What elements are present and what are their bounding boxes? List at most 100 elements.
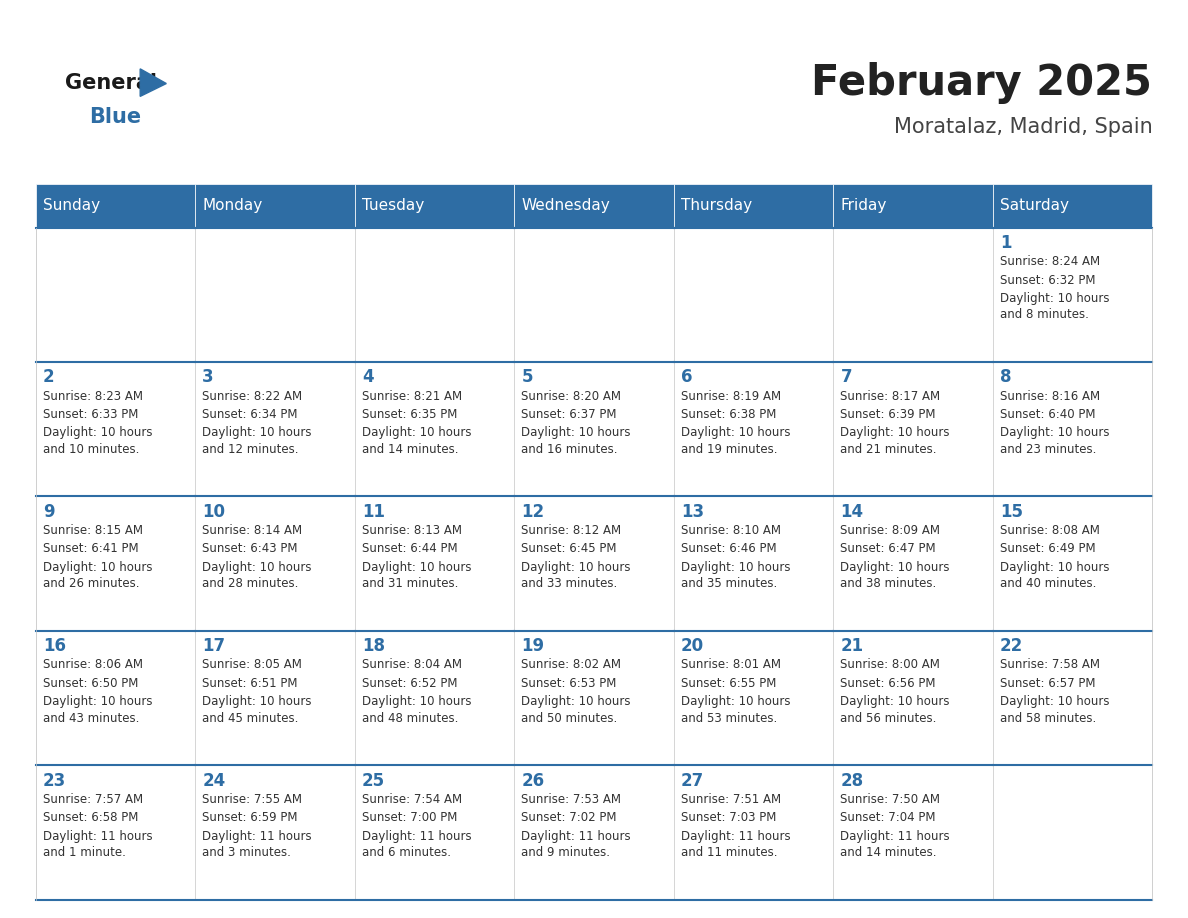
Text: Sunset: 6:45 PM: Sunset: 6:45 PM: [522, 543, 617, 555]
Text: and 14 minutes.: and 14 minutes.: [840, 846, 937, 859]
Text: Sunrise: 8:16 AM: Sunrise: 8:16 AM: [1000, 389, 1100, 403]
Text: Saturday: Saturday: [1000, 198, 1069, 213]
Text: 19: 19: [522, 637, 544, 655]
Bar: [833, 497, 993, 631]
Text: 12: 12: [522, 503, 544, 521]
Bar: [355, 766, 514, 900]
Text: February 2025: February 2025: [811, 62, 1152, 104]
Text: and 58 minutes.: and 58 minutes.: [1000, 711, 1097, 724]
Text: 21: 21: [840, 637, 864, 655]
Text: Sunrise: 8:14 AM: Sunrise: 8:14 AM: [202, 524, 303, 537]
Bar: [355, 228, 514, 362]
Text: Daylight: 10 hours: Daylight: 10 hours: [840, 561, 950, 574]
Text: Sunset: 6:39 PM: Sunset: 6:39 PM: [840, 408, 936, 421]
Text: Sunrise: 7:51 AM: Sunrise: 7:51 AM: [681, 793, 781, 806]
Text: Daylight: 11 hours: Daylight: 11 hours: [43, 830, 152, 843]
Text: Daylight: 11 hours: Daylight: 11 hours: [202, 830, 312, 843]
Bar: [993, 362, 1152, 497]
Text: Sunrise: 8:10 AM: Sunrise: 8:10 AM: [681, 524, 781, 537]
Text: 20: 20: [681, 637, 704, 655]
Text: Daylight: 10 hours: Daylight: 10 hours: [522, 426, 631, 440]
Text: Daylight: 11 hours: Daylight: 11 hours: [840, 830, 950, 843]
Bar: [36, 497, 195, 631]
Text: Sunrise: 7:57 AM: Sunrise: 7:57 AM: [43, 793, 143, 806]
Text: 4: 4: [362, 368, 373, 386]
Bar: [674, 497, 833, 631]
Bar: [993, 228, 1152, 362]
Text: Daylight: 10 hours: Daylight: 10 hours: [681, 695, 790, 708]
Text: Sunset: 7:04 PM: Sunset: 7:04 PM: [840, 812, 936, 824]
Text: 3: 3: [202, 368, 214, 386]
Bar: [993, 766, 1152, 900]
Bar: [36, 184, 195, 228]
Text: Sunset: 6:50 PM: Sunset: 6:50 PM: [43, 677, 138, 689]
Text: Sunset: 6:32 PM: Sunset: 6:32 PM: [1000, 274, 1095, 286]
Text: Sunset: 6:46 PM: Sunset: 6:46 PM: [681, 543, 777, 555]
Bar: [355, 184, 514, 228]
Bar: [674, 184, 833, 228]
Text: 10: 10: [202, 503, 226, 521]
Text: and 45 minutes.: and 45 minutes.: [202, 711, 298, 724]
Bar: [514, 228, 674, 362]
Text: and 12 minutes.: and 12 minutes.: [202, 442, 299, 456]
Text: Daylight: 10 hours: Daylight: 10 hours: [681, 426, 790, 440]
Text: Daylight: 10 hours: Daylight: 10 hours: [1000, 561, 1110, 574]
Text: Sunset: 6:37 PM: Sunset: 6:37 PM: [522, 408, 617, 421]
Text: Daylight: 10 hours: Daylight: 10 hours: [522, 695, 631, 708]
Text: 27: 27: [681, 772, 704, 789]
Text: Sunrise: 8:20 AM: Sunrise: 8:20 AM: [522, 389, 621, 403]
Text: 22: 22: [1000, 637, 1023, 655]
Text: Sunset: 6:33 PM: Sunset: 6:33 PM: [43, 408, 138, 421]
Polygon shape: [140, 69, 166, 96]
Text: 11: 11: [362, 503, 385, 521]
Text: Sunset: 6:40 PM: Sunset: 6:40 PM: [1000, 408, 1095, 421]
Text: 2: 2: [43, 368, 55, 386]
Text: Daylight: 10 hours: Daylight: 10 hours: [1000, 292, 1110, 305]
Text: Sunset: 6:41 PM: Sunset: 6:41 PM: [43, 543, 138, 555]
Text: Sunday: Sunday: [43, 198, 100, 213]
Bar: [833, 631, 993, 766]
Text: Daylight: 10 hours: Daylight: 10 hours: [1000, 426, 1110, 440]
Text: Daylight: 11 hours: Daylight: 11 hours: [681, 830, 790, 843]
Text: 9: 9: [43, 503, 55, 521]
Text: Sunset: 6:44 PM: Sunset: 6:44 PM: [362, 543, 457, 555]
Text: Moratalaz, Madrid, Spain: Moratalaz, Madrid, Spain: [893, 117, 1152, 137]
Text: and 6 minutes.: and 6 minutes.: [362, 846, 450, 859]
Text: Sunrise: 8:04 AM: Sunrise: 8:04 AM: [362, 658, 462, 671]
Text: Sunrise: 7:54 AM: Sunrise: 7:54 AM: [362, 793, 462, 806]
Text: 14: 14: [840, 503, 864, 521]
Text: 25: 25: [362, 772, 385, 789]
Text: 16: 16: [43, 637, 65, 655]
Text: Sunrise: 8:23 AM: Sunrise: 8:23 AM: [43, 389, 143, 403]
Bar: [36, 228, 195, 362]
Text: Sunrise: 7:55 AM: Sunrise: 7:55 AM: [202, 793, 302, 806]
Text: Tuesday: Tuesday: [362, 198, 424, 213]
Text: and 48 minutes.: and 48 minutes.: [362, 711, 459, 724]
Text: and 40 minutes.: and 40 minutes.: [1000, 577, 1097, 590]
Text: Daylight: 10 hours: Daylight: 10 hours: [362, 695, 472, 708]
Text: and 9 minutes.: and 9 minutes.: [522, 846, 611, 859]
Text: Daylight: 10 hours: Daylight: 10 hours: [202, 426, 311, 440]
Text: 28: 28: [840, 772, 864, 789]
Text: 17: 17: [202, 637, 226, 655]
Bar: [514, 362, 674, 497]
Text: and 31 minutes.: and 31 minutes.: [362, 577, 459, 590]
Text: Sunrise: 8:24 AM: Sunrise: 8:24 AM: [1000, 255, 1100, 268]
Text: Sunset: 6:55 PM: Sunset: 6:55 PM: [681, 677, 776, 689]
Text: 1: 1: [1000, 234, 1011, 252]
Text: Daylight: 10 hours: Daylight: 10 hours: [362, 426, 472, 440]
Text: Daylight: 10 hours: Daylight: 10 hours: [43, 561, 152, 574]
Text: Sunset: 6:52 PM: Sunset: 6:52 PM: [362, 677, 457, 689]
Text: Daylight: 10 hours: Daylight: 10 hours: [202, 695, 311, 708]
Bar: [993, 184, 1152, 228]
Text: Daylight: 10 hours: Daylight: 10 hours: [840, 426, 950, 440]
Text: Daylight: 10 hours: Daylight: 10 hours: [43, 695, 152, 708]
Text: and 26 minutes.: and 26 minutes.: [43, 577, 139, 590]
Text: and 3 minutes.: and 3 minutes.: [202, 846, 291, 859]
Bar: [674, 631, 833, 766]
Text: and 1 minute.: and 1 minute.: [43, 846, 126, 859]
Text: Sunrise: 8:17 AM: Sunrise: 8:17 AM: [840, 389, 941, 403]
Text: Daylight: 10 hours: Daylight: 10 hours: [840, 695, 950, 708]
Bar: [514, 631, 674, 766]
Bar: [36, 631, 195, 766]
